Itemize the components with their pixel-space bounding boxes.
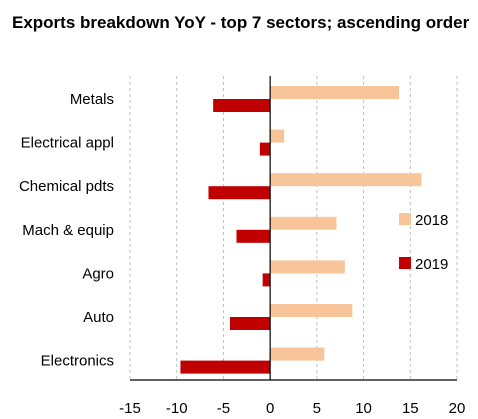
category-label: Electrical appl: [21, 135, 114, 152]
bar-2019-agro: [262, 273, 271, 287]
axes: [130, 76, 457, 381]
bar-2018-auto: [270, 304, 353, 317]
x-tick-label: -15: [119, 400, 141, 417]
bar-2019-metals: [213, 99, 271, 112]
x-tick-label: 15: [402, 400, 419, 417]
tick-labels: -15 -10 -5 0 5 10 15 20: [119, 400, 465, 417]
category-label: Electronics: [41, 353, 114, 370]
x-tick-label: 0: [266, 400, 274, 417]
x-tick-label: 5: [313, 400, 321, 417]
legend: 2018 2019: [399, 212, 448, 273]
category-label: Auto: [83, 309, 114, 326]
legend-label-2018: 2018: [415, 212, 448, 229]
category-label: Agro: [82, 265, 114, 282]
category-label: Mach & equip: [22, 222, 114, 239]
bar-2019-auto: [229, 317, 271, 330]
bars: [180, 86, 422, 374]
category-labels: Metals Electrical appl Chemical pdts Mach &…: [19, 91, 114, 370]
bar-2018-mach-equip: [270, 216, 337, 230]
bar-2018-chemical-pdts: [270, 173, 422, 187]
x-tick-label: -10: [166, 400, 188, 417]
category-label: Metals: [70, 91, 114, 108]
bar-2018-electronics: [270, 347, 325, 361]
x-tick-label: 10: [355, 400, 372, 417]
bar-2019-electrical-appl: [259, 142, 271, 156]
legend-swatch-2018: [399, 213, 411, 225]
x-tick-label: 20: [449, 400, 466, 417]
bar-2019-mach-equip: [236, 229, 271, 243]
x-tick-label: -5: [217, 400, 230, 417]
bar-2018-metals: [270, 86, 400, 99]
legend-label-2019: 2019: [415, 256, 448, 273]
bar-2019-chemical-pdts: [208, 186, 271, 200]
category-label: Chemical pdts: [19, 178, 114, 195]
bar-2018-electrical-appl: [270, 129, 285, 143]
chart-title: Exports breakdown YoY - top 7 sectors; a…: [12, 13, 470, 32]
bar-2019-electronics: [180, 360, 271, 374]
legend-swatch-2019: [399, 257, 411, 269]
bar-2018-agro: [270, 260, 345, 274]
